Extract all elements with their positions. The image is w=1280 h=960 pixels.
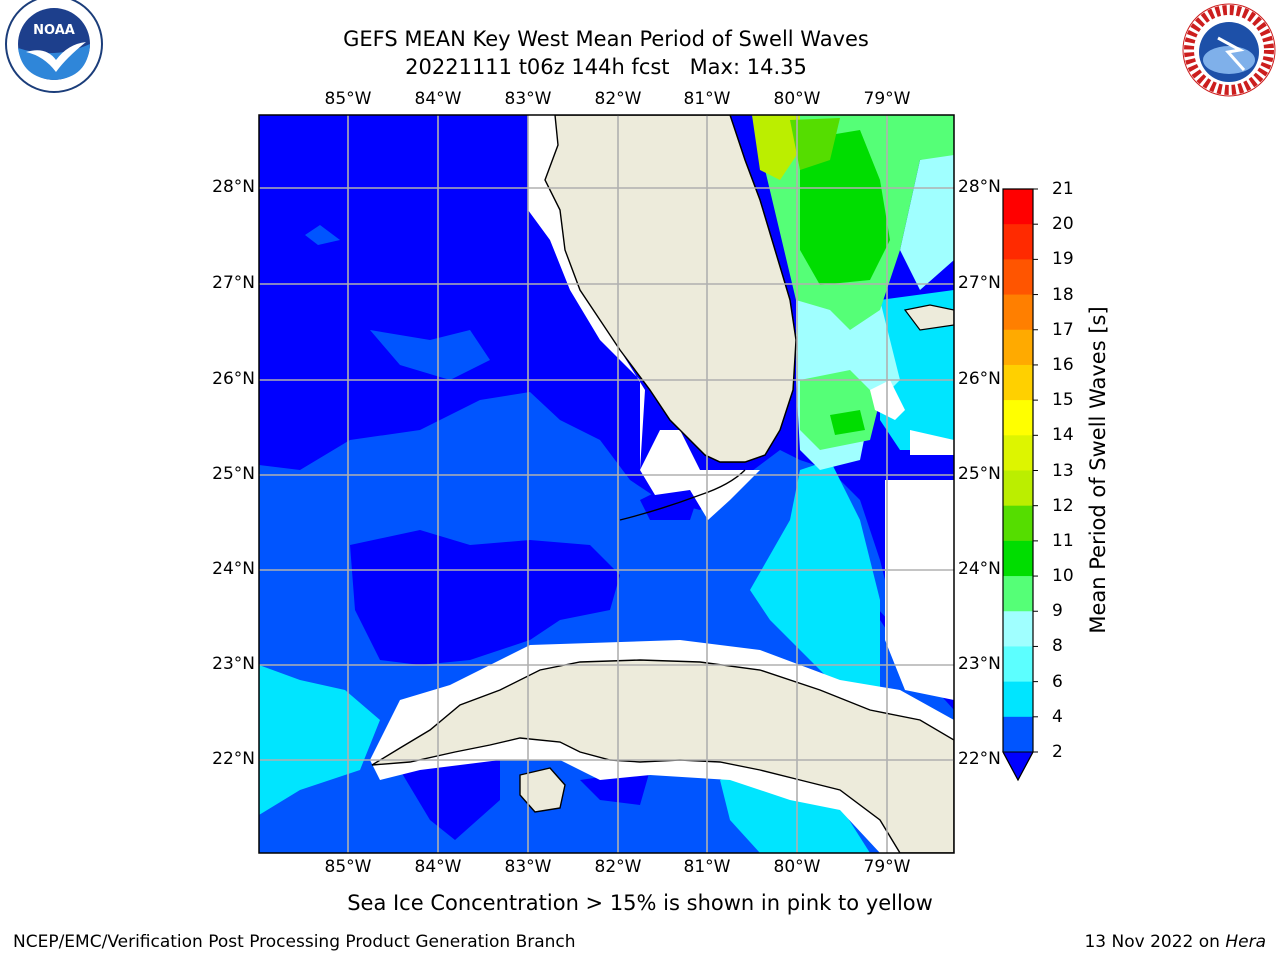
colorbar-frame: [1002, 188, 1034, 782]
colorbar-tick-label: 18: [1052, 284, 1074, 305]
lat-label-left: 22°N: [212, 749, 255, 769]
map-gridlines: [259, 115, 954, 853]
colorbar-tick-label: 17: [1052, 319, 1074, 340]
colorbar-swatch: [1003, 400, 1033, 436]
colorbar-swatch: [1003, 329, 1033, 366]
colorbar-label: Mean Period of Swell Waves [s]: [1086, 306, 1110, 634]
colorbar: [1002, 188, 1038, 782]
colorbar-tick-label: 2: [1052, 742, 1063, 762]
colorbar-tick-label: 21: [1052, 179, 1074, 199]
swell-period-map: [259, 115, 954, 853]
period-lt2-tongue: [350, 530, 620, 665]
footer-left: NCEP/EMC/Verification Post Processing Pr…: [13, 932, 576, 952]
colorbar-swatch: [1003, 576, 1033, 612]
lat-label-right: 23°N: [958, 654, 1001, 674]
lon-label-bottom: 85°W: [324, 857, 372, 877]
lat-label-left: 28°N: [212, 177, 255, 197]
colorbar-swatch: [1003, 505, 1033, 542]
colorbar-tick-label: 13: [1052, 460, 1074, 481]
noaa-logo-text: NOAA: [33, 23, 75, 38]
sea-ice-note: Sea Ice Concentration > 15% is shown in …: [0, 891, 1280, 915]
colorbar-tick-label: 9: [1052, 601, 1063, 622]
title-line-1: GEFS MEAN Key West Mean Period of Swell …: [343, 27, 869, 51]
colorbar-swatch: [1003, 224, 1033, 260]
colorbar-tick-label: 12: [1052, 495, 1074, 516]
period-4-6-area: [259, 665, 380, 815]
sea-ice-note-text: Sea Ice Concentration > 15% is shown in …: [347, 891, 933, 915]
lat-label-right: 26°N: [958, 369, 1001, 389]
title-line-2: 20221111 t06z 144h fcst Max: 14.35: [405, 55, 807, 79]
colorbar-tick-label: 8: [1052, 636, 1063, 657]
noaa-logo-icon: NOAA: [5, 0, 103, 93]
colorbar-swatch: [1003, 259, 1033, 296]
bahamas-land: [903, 304, 954, 331]
lon-label-top: 79°W: [863, 89, 911, 109]
lon-label-bottom: 84°W: [414, 857, 462, 877]
lon-label-bottom: 81°W: [683, 857, 731, 877]
footer-right: 13 Nov 2022 on Hera: [1084, 932, 1266, 952]
isla-juventud: [519, 767, 566, 813]
lon-label-top: 81°W: [683, 89, 731, 109]
colorbar-swatch: [1003, 470, 1033, 507]
period-11-13-area: [752, 115, 800, 180]
nws-logo-icon: [1182, 3, 1276, 97]
colorbar-tick-label: 16: [1052, 354, 1074, 375]
lat-label-right: 24°N: [958, 559, 1001, 579]
lat-label-right: 22°N: [958, 749, 1001, 769]
colorbar-swatch: [1003, 540, 1033, 577]
lon-label-bottom: 79°W: [863, 857, 911, 877]
lon-label-top: 83°W: [504, 89, 552, 109]
lon-label-top: 84°W: [414, 89, 462, 109]
colorbar-tick-label: 20: [1052, 214, 1074, 235]
colorbar-extend-arrow: [1002, 751, 1034, 782]
colorbar-tick-label: 11: [1052, 530, 1074, 551]
map-frame: [258, 114, 955, 854]
colorbar-swatch: [1003, 364, 1033, 401]
colorbar-swatch: [1003, 681, 1033, 718]
lat-label-right: 25°N: [958, 464, 1001, 484]
colorbar-swatch: [1003, 294, 1033, 331]
lat-label-right: 28°N: [958, 177, 1001, 197]
lat-label-left: 27°N: [212, 273, 255, 293]
lat-label-left: 23°N: [212, 654, 255, 674]
period-10-11-area: [800, 130, 890, 285]
colorbar-tick-label: 4: [1052, 706, 1063, 727]
lon-label-top: 82°W: [594, 89, 642, 109]
colorbar-swatch: [1003, 716, 1033, 753]
lat-label-left: 25°N: [212, 464, 255, 484]
lat-label-left: 26°N: [212, 369, 255, 389]
cuba-land: [371, 659, 954, 853]
colorbar-swatch: [1003, 189, 1033, 225]
lat-label-right: 27°N: [958, 273, 1001, 293]
lon-label-bottom: 83°W: [504, 857, 552, 877]
lon-label-bottom: 80°W: [773, 857, 821, 877]
florida-keys: [619, 469, 746, 521]
colorbar-tick-label: 15: [1052, 390, 1074, 411]
lon-label-top: 85°W: [324, 89, 372, 109]
colorbar-tick-label: 14: [1052, 425, 1074, 446]
colorbar-tick-label: 6: [1052, 671, 1063, 692]
lon-label-top: 80°W: [773, 89, 821, 109]
lon-label-bottom: 82°W: [594, 857, 642, 877]
colorbar-swatch: [1003, 611, 1033, 647]
colorbar-tick-label: 10: [1052, 566, 1074, 587]
footer-host: Hera: [1225, 932, 1266, 952]
colorbar-swatch: [1003, 646, 1033, 683]
colorbar-tick-label: 19: [1052, 249, 1074, 270]
colorbar-swatch: [1003, 435, 1033, 471]
footer-date: 13 Nov 2022 on: [1084, 932, 1226, 952]
lat-label-left: 24°N: [212, 559, 255, 579]
